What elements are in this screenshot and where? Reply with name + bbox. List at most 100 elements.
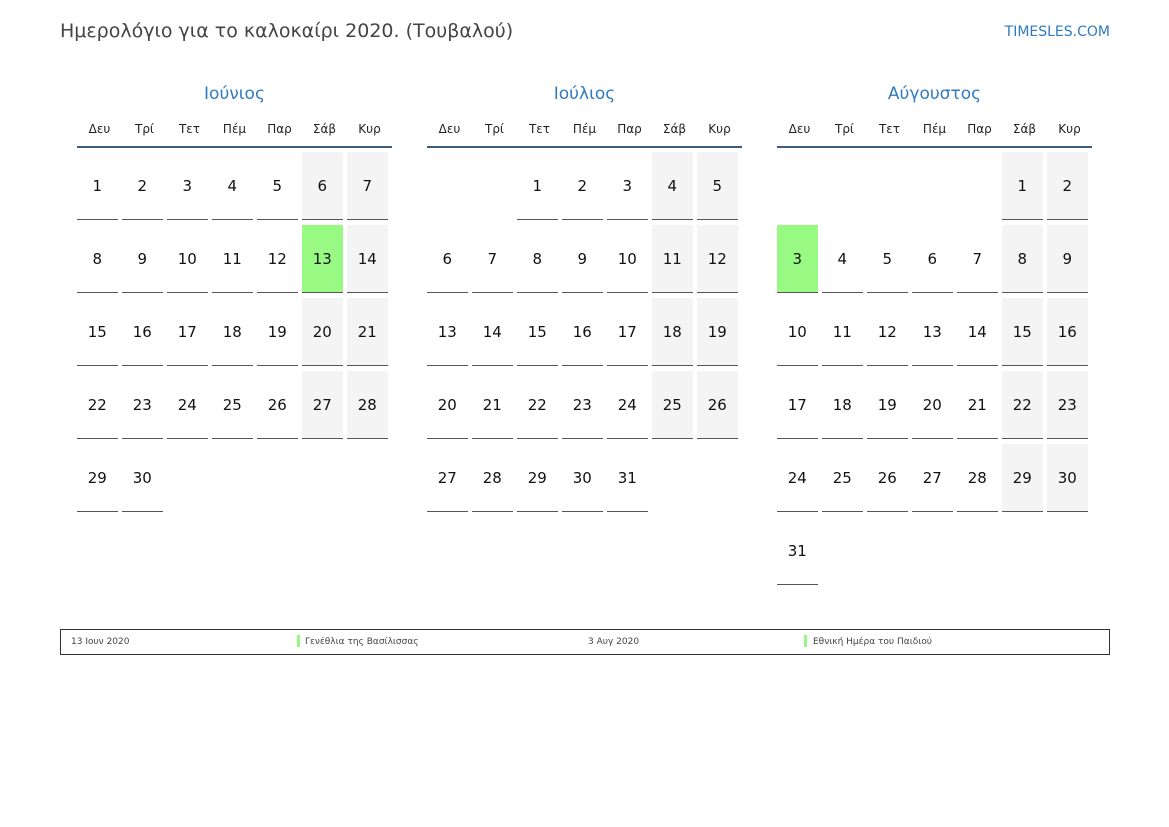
month-calendar: Αύγουστος Δευ Τρί Τετ Πέμ Παρ Σάβ Κυρ 1 2 3 4 5 6 7 8 9 1… bbox=[777, 84, 1092, 590]
day-cell[interactable]: 29 bbox=[517, 444, 558, 512]
day-cell[interactable]: 2 bbox=[122, 152, 163, 220]
day-cell[interactable]: 6 bbox=[302, 152, 343, 220]
day-cell[interactable]: 19 bbox=[257, 298, 298, 366]
day-cell[interactable]: 2 bbox=[1047, 152, 1088, 220]
day-cell[interactable]: 25 bbox=[822, 444, 863, 512]
day-cell[interactable]: 31 bbox=[607, 444, 648, 512]
day-cell[interactable]: 26 bbox=[867, 444, 908, 512]
day-cell[interactable]: 6 bbox=[427, 225, 468, 293]
day-cell[interactable]: 9 bbox=[562, 225, 603, 293]
day-cell[interactable]: 23 bbox=[1047, 371, 1088, 439]
day-cell[interactable]: 8 bbox=[1002, 225, 1043, 293]
day-cell[interactable]: 31 bbox=[777, 517, 818, 585]
day-cell[interactable]: 9 bbox=[1047, 225, 1088, 293]
day-cell[interactable]: 28 bbox=[472, 444, 513, 512]
day-cell[interactable]: 21 bbox=[472, 371, 513, 439]
day-cell[interactable]: 10 bbox=[607, 225, 648, 293]
day-cell[interactable]: 30 bbox=[562, 444, 603, 512]
empty-cell bbox=[957, 517, 998, 585]
day-cell[interactable]: 13 bbox=[302, 225, 343, 293]
day-cell[interactable]: 17 bbox=[607, 298, 648, 366]
day-cell[interactable]: 16 bbox=[562, 298, 603, 366]
day-cell[interactable]: 30 bbox=[1047, 444, 1088, 512]
day-cell[interactable]: 18 bbox=[652, 298, 693, 366]
day-cell[interactable]: 16 bbox=[1047, 298, 1088, 366]
day-cell[interactable]: 18 bbox=[822, 371, 863, 439]
day-cell[interactable]: 5 bbox=[867, 225, 908, 293]
day-cell[interactable]: 7 bbox=[472, 225, 513, 293]
day-cell[interactable]: 14 bbox=[957, 298, 998, 366]
day-cell[interactable]: 25 bbox=[652, 371, 693, 439]
day-cell[interactable]: 15 bbox=[77, 298, 118, 366]
weekday-label: Τετ bbox=[178, 122, 201, 136]
day-cell[interactable]: 25 bbox=[212, 371, 253, 439]
day-cell[interactable]: 9 bbox=[122, 225, 163, 293]
day-cell[interactable]: 23 bbox=[562, 371, 603, 439]
day-cell[interactable]: 16 bbox=[122, 298, 163, 366]
day-cell[interactable]: 14 bbox=[347, 225, 388, 293]
day-cell[interactable]: 12 bbox=[257, 225, 298, 293]
day-cell[interactable]: 20 bbox=[912, 371, 953, 439]
day-cell[interactable]: 10 bbox=[777, 298, 818, 366]
day-cell[interactable]: 4 bbox=[652, 152, 693, 220]
day-cell[interactable]: 22 bbox=[517, 371, 558, 439]
day-cell[interactable]: 20 bbox=[302, 298, 343, 366]
day-cell[interactable]: 7 bbox=[957, 225, 998, 293]
day-cell[interactable]: 7 bbox=[347, 152, 388, 220]
day-cell[interactable]: 27 bbox=[912, 444, 953, 512]
weekday-header: Δευ Τρί Τετ Πέμ Παρ Σάβ Κυρ bbox=[77, 112, 392, 148]
day-cell[interactable]: 21 bbox=[957, 371, 998, 439]
day-cell[interactable]: 26 bbox=[697, 371, 738, 439]
day-cell[interactable]: 23 bbox=[122, 371, 163, 439]
day-cell[interactable]: 14 bbox=[472, 298, 513, 366]
day-cell[interactable]: 11 bbox=[212, 225, 253, 293]
empty-cell bbox=[697, 444, 738, 512]
day-cell[interactable]: 28 bbox=[347, 371, 388, 439]
brand-link[interactable]: TIMESLES.COM bbox=[1004, 24, 1110, 40]
day-cell[interactable]: 4 bbox=[822, 225, 863, 293]
day-cell[interactable]: 24 bbox=[607, 371, 648, 439]
day-cell[interactable]: 15 bbox=[1002, 298, 1043, 366]
day-cell[interactable]: 3 bbox=[167, 152, 208, 220]
day-cell[interactable]: 5 bbox=[697, 152, 738, 220]
day-cell[interactable]: 26 bbox=[257, 371, 298, 439]
day-cell[interactable]: 4 bbox=[212, 152, 253, 220]
day-cell[interactable]: 8 bbox=[77, 225, 118, 293]
day-cell[interactable]: 11 bbox=[822, 298, 863, 366]
day-cell[interactable]: 21 bbox=[347, 298, 388, 366]
day-cell[interactable]: 19 bbox=[867, 371, 908, 439]
day-cell[interactable]: 6 bbox=[912, 225, 953, 293]
day-cell[interactable]: 28 bbox=[957, 444, 998, 512]
day-cell[interactable]: 29 bbox=[1002, 444, 1043, 512]
day-cell[interactable]: 11 bbox=[652, 225, 693, 293]
day-cell[interactable]: 24 bbox=[777, 444, 818, 512]
day-cell[interactable]: 17 bbox=[777, 371, 818, 439]
day-cell[interactable]: 29 bbox=[77, 444, 118, 512]
day-cell[interactable]: 3 bbox=[777, 225, 818, 293]
day-cell[interactable]: 2 bbox=[562, 152, 603, 220]
day-cell[interactable]: 20 bbox=[427, 371, 468, 439]
day-cell[interactable]: 3 bbox=[607, 152, 648, 220]
day-cell[interactable]: 1 bbox=[1002, 152, 1043, 220]
day-cell[interactable]: 27 bbox=[302, 371, 343, 439]
day-cell[interactable]: 12 bbox=[867, 298, 908, 366]
day-cell[interactable]: 5 bbox=[257, 152, 298, 220]
day-cell[interactable]: 22 bbox=[77, 371, 118, 439]
day-cell[interactable]: 17 bbox=[167, 298, 208, 366]
day-cell[interactable]: 27 bbox=[427, 444, 468, 512]
day-cell[interactable]: 30 bbox=[122, 444, 163, 512]
day-cell[interactable]: 8 bbox=[517, 225, 558, 293]
day-cell[interactable]: 24 bbox=[167, 371, 208, 439]
day-cell[interactable]: 1 bbox=[77, 152, 118, 220]
day-cell[interactable]: 1 bbox=[517, 152, 558, 220]
empty-cell bbox=[257, 444, 298, 512]
day-cell[interactable]: 22 bbox=[1002, 371, 1043, 439]
day-cell[interactable]: 12 bbox=[697, 225, 738, 293]
week-row: 10 11 12 13 14 15 16 bbox=[777, 298, 1092, 371]
day-cell[interactable]: 19 bbox=[697, 298, 738, 366]
day-cell[interactable]: 13 bbox=[427, 298, 468, 366]
day-cell[interactable]: 15 bbox=[517, 298, 558, 366]
day-cell[interactable]: 10 bbox=[167, 225, 208, 293]
day-cell[interactable]: 13 bbox=[912, 298, 953, 366]
day-cell[interactable]: 18 bbox=[212, 298, 253, 366]
